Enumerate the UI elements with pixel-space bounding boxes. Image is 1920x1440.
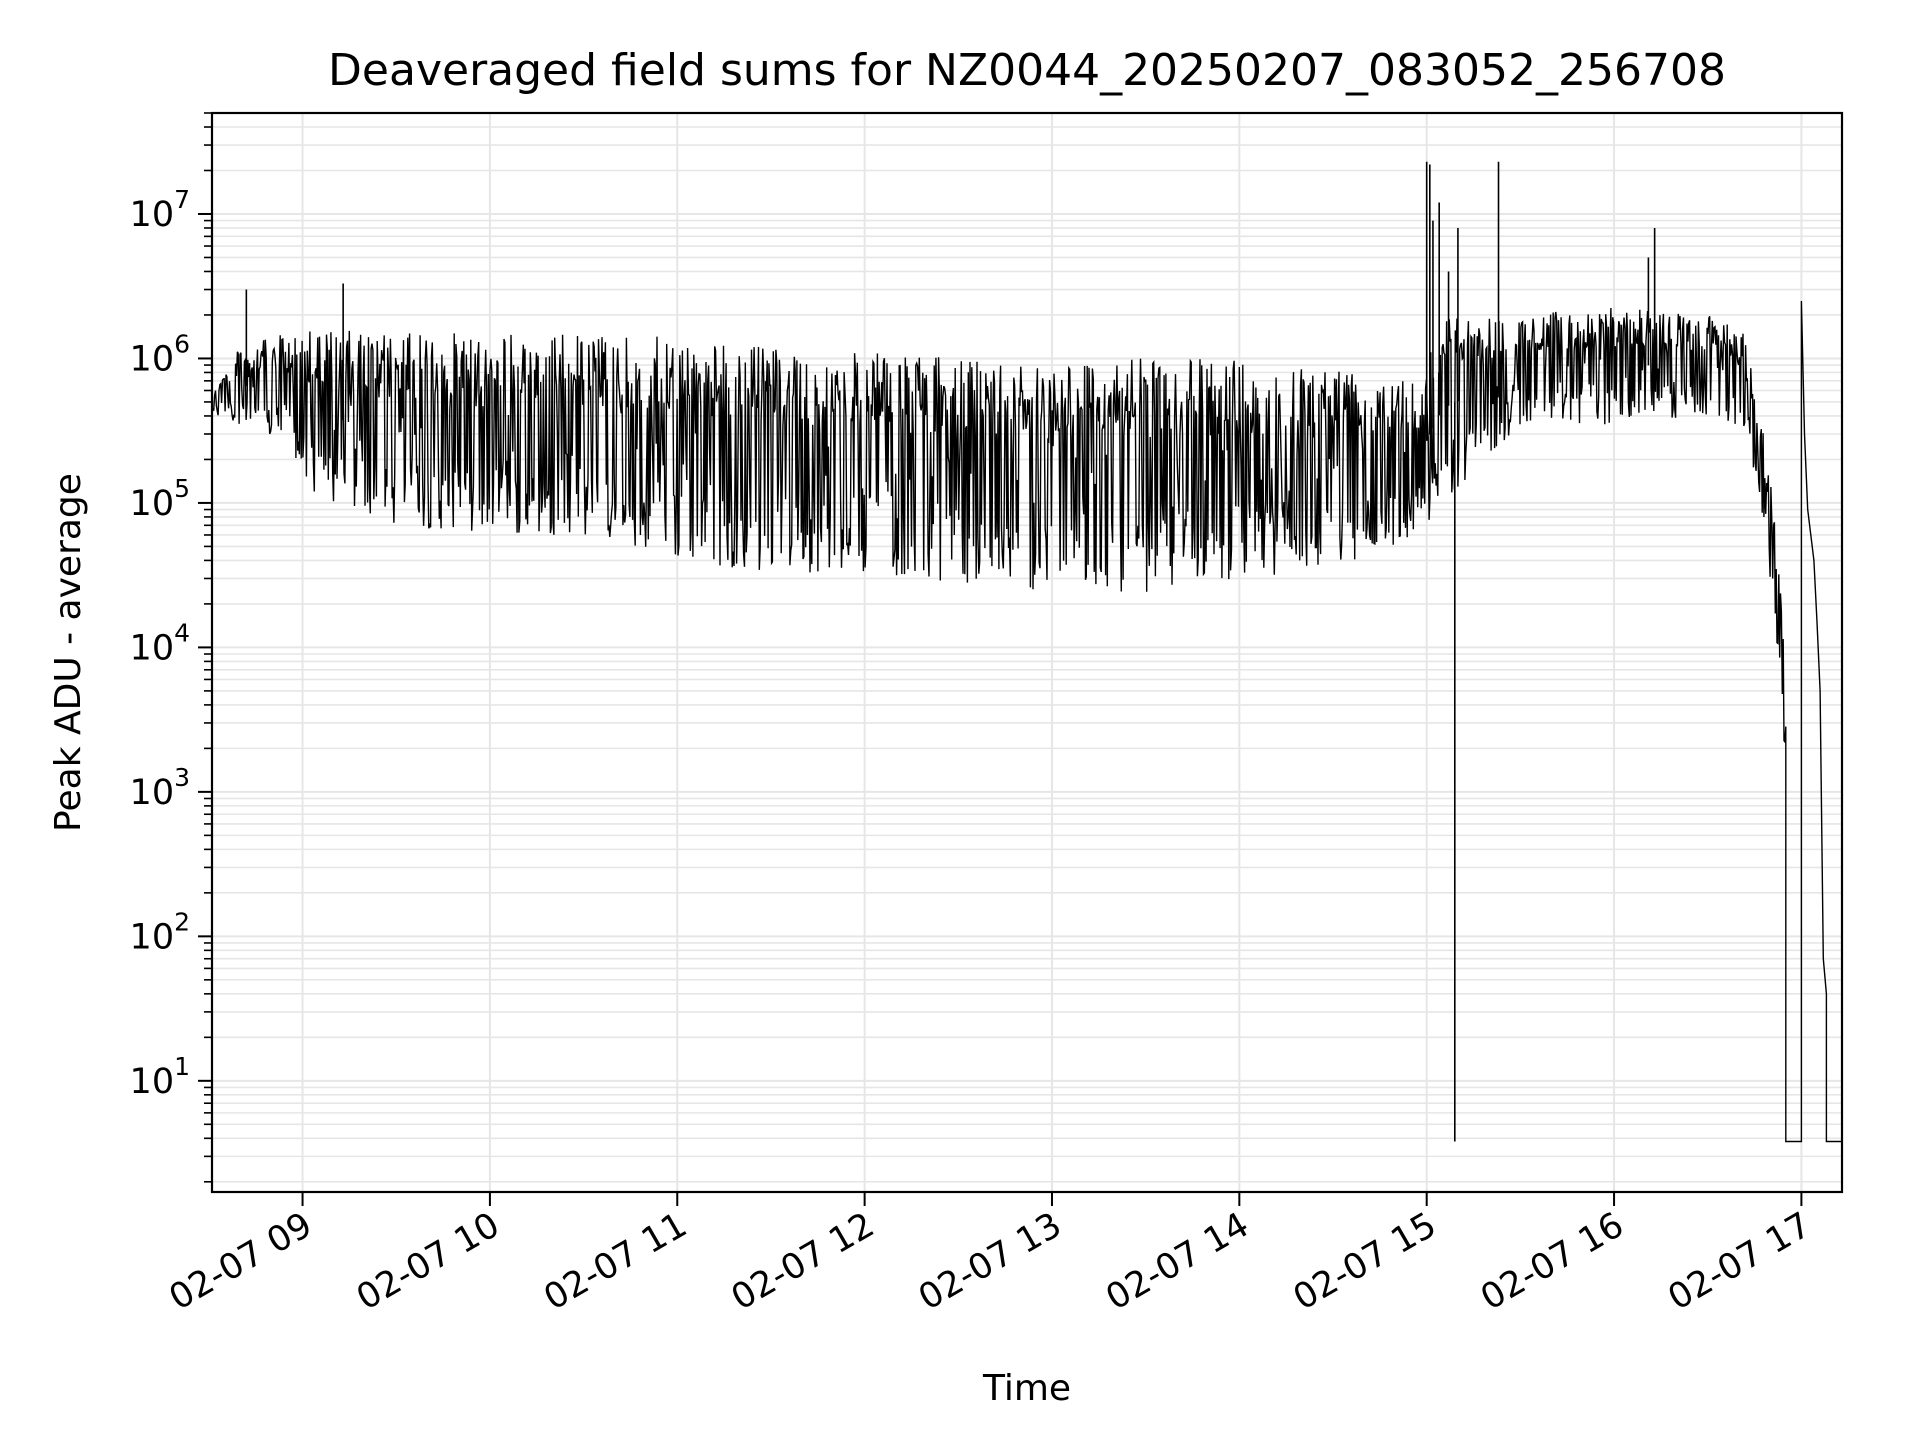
grid-layer	[212, 112, 1842, 1192]
y-tick-label-base: 10	[130, 1062, 175, 1102]
y-tick-label: 101	[130, 1052, 190, 1102]
y-tick-label: 102	[130, 907, 190, 957]
y-tick-label: 105	[130, 474, 190, 524]
y-tick-label-exponent: 3	[174, 763, 190, 792]
y-tick-label-exponent: 4	[174, 618, 190, 647]
plot-frame	[210, 111, 1844, 1194]
y-tick-label-exponent: 6	[174, 329, 190, 358]
y-tick-label-exponent: 7	[174, 185, 190, 214]
y-tick-label: 106	[130, 329, 190, 379]
y-tick-label: 104	[130, 618, 190, 668]
y-axis-label: Peak ADU - average	[48, 473, 89, 832]
y-tick-label-base: 10	[130, 917, 175, 957]
y-tick-label-exponent: 2	[174, 907, 190, 936]
y-tick-label: 107	[130, 185, 190, 235]
y-tick-label: 103	[130, 763, 190, 813]
chart-title: Deaveraged field sums for NZ0044_2025020…	[328, 45, 1726, 96]
x-axis-label: Time	[982, 1368, 1071, 1409]
y-tick-label-exponent: 5	[174, 474, 190, 503]
y-tick-label-base: 10	[130, 628, 175, 668]
series-layer	[211, 161, 1842, 1143]
y-tick-label-base: 10	[130, 773, 175, 813]
y-tick-label-base: 10	[130, 484, 175, 524]
y-tick-label-base: 10	[130, 195, 175, 235]
data-series-line	[211, 300, 1842, 1143]
y-tick-label-base: 10	[130, 339, 175, 379]
y-tick-label-exponent: 1	[174, 1052, 190, 1081]
